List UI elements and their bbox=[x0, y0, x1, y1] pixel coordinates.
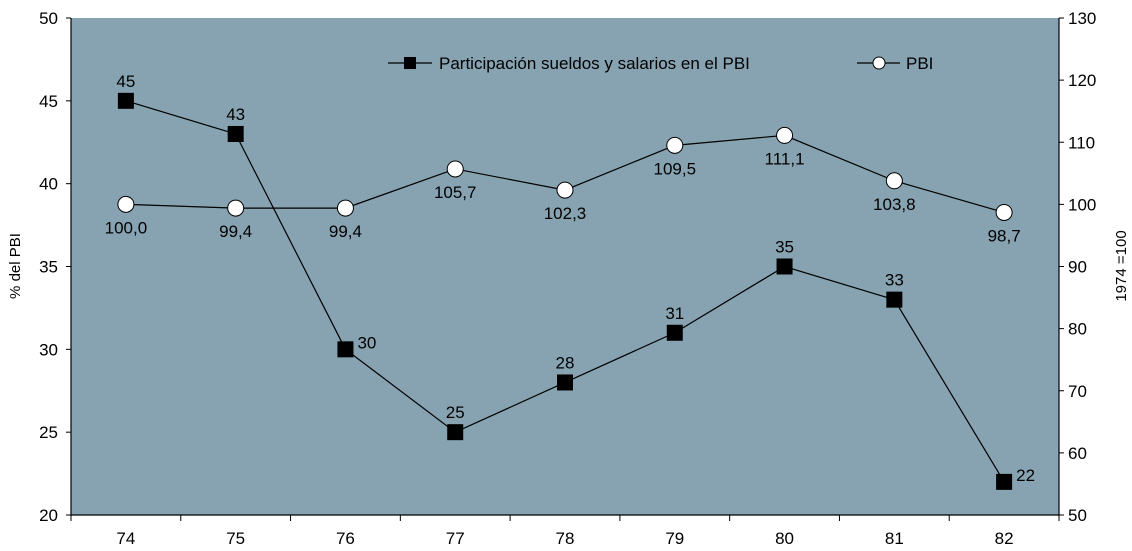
pbi-data-label: 109,5 bbox=[654, 159, 697, 178]
series-group: 45 43 30 25 28 31 35 33 22 100,0 99,4 99,4 105,7 102,… bbox=[105, 72, 1035, 490]
pbi-point bbox=[117, 195, 135, 213]
tick-labels: 20 25 30 35 40 45 50 50 60 70 80 90 100 110 120 130 74 75… bbox=[39, 9, 1096, 548]
salaries-data-label: 31 bbox=[665, 304, 684, 323]
pbi-data-label: 111,1 bbox=[765, 149, 805, 168]
pbi-point bbox=[776, 126, 794, 144]
y-left-tick-label: 40 bbox=[39, 175, 58, 194]
salaries-point bbox=[447, 424, 464, 441]
legend-label-salaries: Participación sueldos y salarios en el P… bbox=[439, 54, 750, 73]
y-left-tick-label: 30 bbox=[39, 340, 58, 359]
y-left-axis-title: % del PBI bbox=[7, 233, 24, 299]
pbi-data-label: 99,4 bbox=[219, 222, 252, 241]
salaries-point bbox=[666, 324, 683, 341]
y-right-tick-label: 80 bbox=[1068, 320, 1087, 339]
salaries-point bbox=[117, 92, 134, 109]
x-tick-label: 74 bbox=[116, 529, 135, 548]
pbi-point bbox=[666, 136, 684, 154]
salaries-data-label: 43 bbox=[226, 105, 245, 124]
salaries-data-label: 25 bbox=[446, 403, 465, 422]
y-left-tick-label: 45 bbox=[39, 92, 58, 111]
legend: Participación sueldos y salarios en el P… bbox=[388, 54, 933, 73]
salaries-data-label: 45 bbox=[116, 72, 135, 91]
pbi-point bbox=[336, 199, 354, 217]
x-tick-label: 82 bbox=[995, 529, 1014, 548]
salaries-data-label: 35 bbox=[775, 238, 794, 257]
pbi-data-label: 102,3 bbox=[544, 204, 587, 223]
x-tick-label: 80 bbox=[775, 529, 794, 548]
pbi-point bbox=[227, 199, 245, 217]
pbi-data-label: 100,0 bbox=[105, 218, 148, 237]
salaries-point bbox=[776, 258, 793, 275]
salaries-data-label: 33 bbox=[885, 271, 904, 290]
x-tick-label: 81 bbox=[885, 529, 904, 548]
x-tick-label: 78 bbox=[556, 529, 575, 548]
axes bbox=[66, 17, 1064, 521]
pbi-data-label: 99,4 bbox=[329, 222, 362, 241]
y-left-tick-label: 50 bbox=[39, 9, 58, 28]
legend-marker-square bbox=[404, 57, 416, 69]
x-tick-label: 75 bbox=[226, 529, 245, 548]
y-right-tick-label: 100 bbox=[1068, 195, 1096, 214]
y-right-tick-label: 120 bbox=[1068, 71, 1096, 90]
salaries-data-label: 22 bbox=[1016, 466, 1035, 485]
pbi-data-label: 103,8 bbox=[873, 195, 916, 214]
salaries-point bbox=[337, 341, 354, 358]
x-tick-label: 76 bbox=[336, 529, 355, 548]
y-right-tick-label: 110 bbox=[1068, 133, 1095, 152]
pbi-data-label: 98,7 bbox=[988, 226, 1021, 245]
y-right-tick-label: 60 bbox=[1068, 444, 1087, 463]
plot-area bbox=[71, 18, 1059, 515]
salaries-data-label: 30 bbox=[357, 333, 376, 352]
salaries-point bbox=[996, 473, 1013, 490]
x-tick-label: 79 bbox=[665, 529, 684, 548]
pbi-point bbox=[885, 172, 903, 190]
y-left-tick-label: 35 bbox=[39, 258, 58, 277]
y-right-tick-label: 130 bbox=[1068, 9, 1096, 28]
salaries-point bbox=[886, 291, 903, 308]
pbi-point bbox=[995, 203, 1013, 221]
salaries-data-label: 28 bbox=[556, 353, 575, 372]
x-tick-label: 77 bbox=[446, 529, 465, 548]
y-right-axis-title: 1974 =100 bbox=[1113, 230, 1130, 301]
y-right-tick-label: 50 bbox=[1068, 506, 1087, 525]
legend-marker-circle bbox=[872, 56, 886, 70]
y-left-tick-label: 20 bbox=[39, 506, 58, 525]
salaries-point bbox=[557, 374, 573, 391]
legend-label-pbi: PBI bbox=[906, 54, 933, 73]
pbi-data-label: 105,7 bbox=[434, 183, 477, 202]
y-left-tick-label: 25 bbox=[39, 423, 58, 442]
pbi-point bbox=[556, 181, 574, 199]
salaries-point bbox=[227, 125, 244, 142]
y-right-tick-label: 70 bbox=[1068, 382, 1087, 401]
pbi-point bbox=[446, 160, 464, 178]
y-right-tick-label: 90 bbox=[1068, 258, 1087, 277]
